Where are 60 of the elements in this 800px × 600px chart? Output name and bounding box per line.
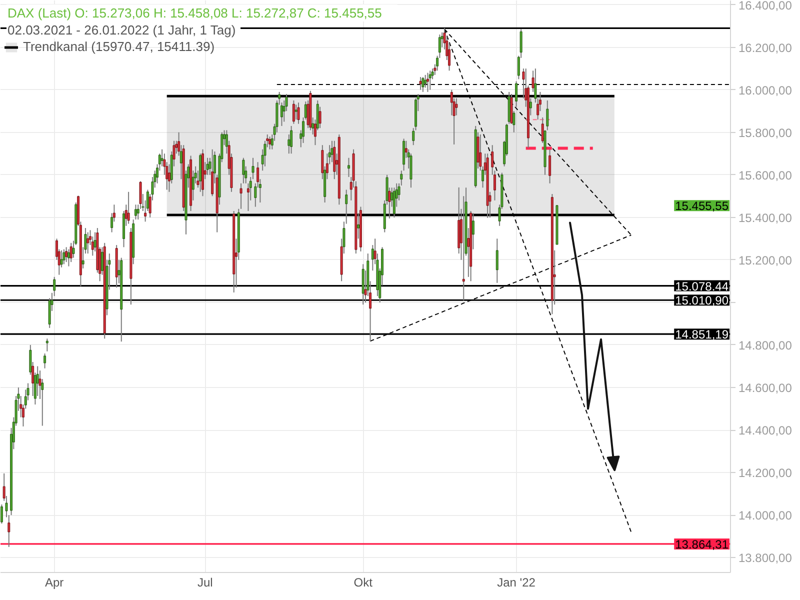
candlestick bbox=[428, 70, 432, 90]
candlestick bbox=[392, 187, 396, 218]
candlestick bbox=[134, 204, 137, 220]
candlestick bbox=[472, 212, 474, 250]
candlestick bbox=[290, 125, 293, 154]
y-tick-label: 15.600,00 bbox=[738, 168, 792, 182]
y-tick-label: 13.800,00 bbox=[738, 551, 792, 566]
candlestick bbox=[424, 74, 427, 88]
y-tick-label: 16.200,00 bbox=[738, 40, 792, 55]
candlestick bbox=[211, 148, 214, 197]
candlestick bbox=[357, 212, 360, 240]
y-tick-label: 16.400,00 bbox=[738, 0, 792, 12]
y-tick-label: 14.800,00 bbox=[738, 338, 792, 352]
text: 02.03.2021 - 26.01.2022 (1 Jahr, 1 Tag) bbox=[8, 22, 236, 38]
candlestick bbox=[529, 98, 532, 116]
candlestick bbox=[70, 242, 72, 263]
candlestick bbox=[426, 72, 429, 92]
y-tick-label: 14.000,00 bbox=[738, 508, 792, 523]
candlestick bbox=[242, 157, 245, 184]
candlestick bbox=[65, 246, 68, 263]
candlestick bbox=[548, 148, 552, 184]
candlestick bbox=[422, 76, 424, 92]
chart-title: DAX (Last) O: 15.273,06 H: 15.458,08 L: 15.272,87 C: 15.455,55 bbox=[8, 6, 382, 20]
candlestick bbox=[419, 76, 422, 90]
ref-line-label: 13.864,31 bbox=[675, 537, 729, 552]
candlestick bbox=[297, 102, 300, 124]
candlestick bbox=[240, 182, 242, 210]
x-tick-label: Apr bbox=[45, 576, 64, 590]
candlestick bbox=[127, 191, 130, 224]
legend-label: Trendkanal (15970.47, 15411.39) bbox=[23, 39, 215, 54]
ref-line-label: 14.851,19 bbox=[675, 328, 729, 342]
y-tick-label: 15.200,00 bbox=[738, 253, 792, 268]
candlestick bbox=[292, 100, 295, 124]
candlestick bbox=[46, 338, 48, 352]
candlestick bbox=[402, 138, 406, 172]
candlestick bbox=[515, 80, 518, 108]
candlestick bbox=[62, 248, 66, 265]
y-tick-label: 14.400,00 bbox=[738, 424, 792, 438]
candlestick bbox=[268, 136, 272, 150]
candlestick bbox=[86, 232, 90, 254]
candlestick bbox=[410, 153, 412, 188]
candlestick bbox=[546, 100, 549, 131]
y-tick-label: 16.000,00 bbox=[738, 83, 792, 98]
candlestick bbox=[192, 170, 194, 201]
candlestick bbox=[0, 504, 3, 524]
x-tick-label: Okt bbox=[354, 576, 374, 590]
candlestick bbox=[44, 352, 46, 369]
x-tick-label: Jul bbox=[197, 576, 213, 590]
text: 15.455,55 bbox=[675, 199, 729, 214]
candlestick bbox=[294, 104, 298, 120]
y-tick-label: 15.400,00 bbox=[738, 210, 792, 225]
ref-line-label: 15.010,90 bbox=[675, 294, 729, 308]
candlestick bbox=[347, 157, 350, 178]
candlestick bbox=[318, 106, 322, 129]
x-tick-label: Jan '22 bbox=[497, 576, 536, 590]
candlestick bbox=[496, 238, 498, 284]
ref-line-label: 15.078.44 bbox=[675, 279, 729, 294]
y-tick-label: 14.600,00 bbox=[738, 381, 792, 396]
y-tick-label: 15.800,00 bbox=[738, 126, 792, 140]
y-tick-label: 14.200,00 bbox=[738, 466, 792, 480]
